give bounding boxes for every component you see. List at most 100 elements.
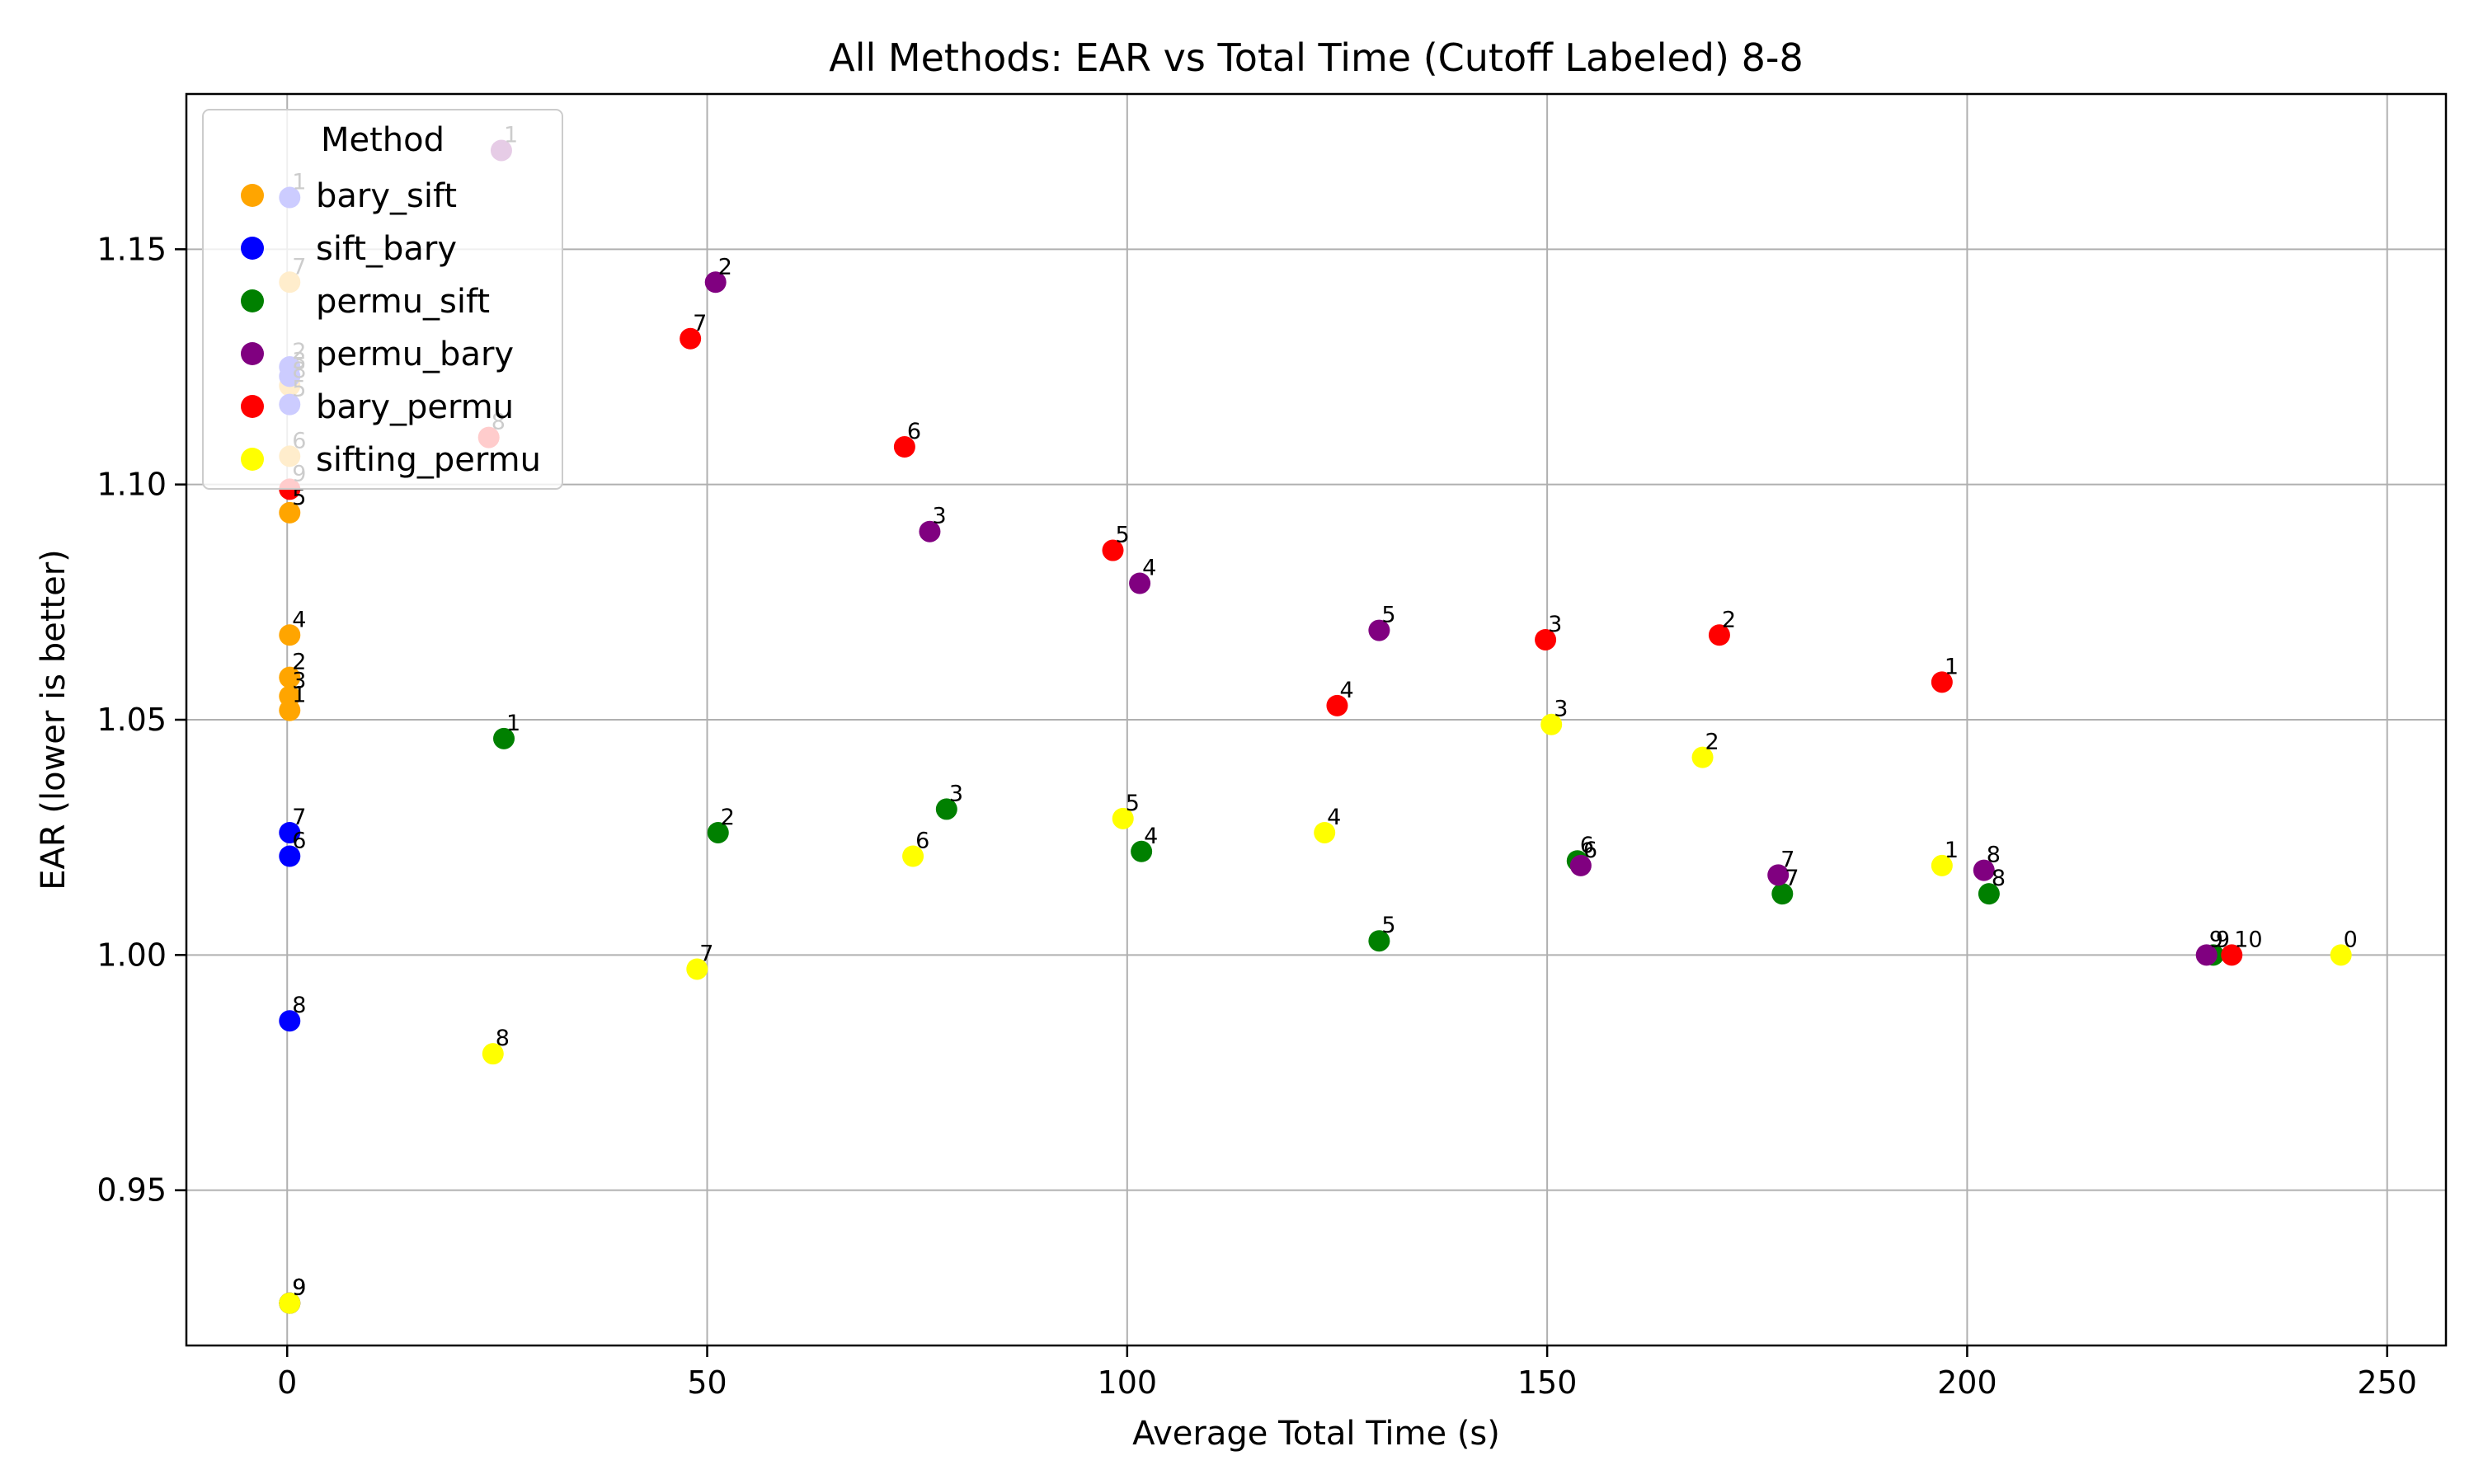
bary-permu-point bbox=[2221, 944, 2243, 966]
sifting-permu-point bbox=[686, 958, 708, 980]
legend-label-sifting-permu: sifting_permu bbox=[316, 441, 541, 479]
permu-bary-point bbox=[919, 520, 941, 542]
permu-bary-point bbox=[1973, 859, 1995, 881]
sifting-permu-point-label: 3 bbox=[1554, 697, 1568, 722]
permu-bary-point-label: 6 bbox=[1583, 838, 1597, 863]
sifting-permu-point-label: 8 bbox=[496, 1026, 510, 1051]
permu-sift-point bbox=[1131, 840, 1153, 862]
permu-bary-point-label: 5 bbox=[1381, 603, 1395, 628]
bary-permu-point bbox=[1708, 624, 1730, 646]
permu-sift-point-label: 2 bbox=[721, 805, 735, 830]
bary-permu-point bbox=[1102, 539, 1124, 561]
legend-label-permu-sift: permu_sift bbox=[316, 283, 490, 321]
permu-bary-point bbox=[2195, 944, 2218, 966]
permu-bary-point bbox=[704, 271, 727, 294]
sifting-permu-point bbox=[902, 845, 924, 867]
bary-sift-point bbox=[279, 685, 301, 707]
sifting-permu-point-label: 7 bbox=[699, 941, 713, 966]
bary-sift-point bbox=[279, 666, 301, 688]
sift-bary-point-label: 9 bbox=[292, 1275, 306, 1301]
bary-permu-point-label: 1 bbox=[1945, 654, 1959, 679]
permu-sift-point bbox=[1978, 883, 2000, 905]
x-axis-ticks: 0 50 100 150 200 250 bbox=[277, 1345, 2417, 1401]
sifting-permu-point bbox=[1314, 821, 1336, 843]
y-tick-label: 1.10 bbox=[96, 467, 167, 503]
sift-bary-point bbox=[279, 845, 301, 867]
permu-sift-point bbox=[707, 821, 729, 843]
permu-sift-point-label: 8 bbox=[1992, 866, 2006, 891]
legend-box bbox=[202, 109, 563, 490]
x-axis-label: Average Total Time (s) bbox=[1132, 1415, 1500, 1453]
permu-bary-point bbox=[1129, 572, 1151, 594]
sifting-permu-point bbox=[1691, 746, 1714, 768]
sift-bary-point bbox=[279, 821, 301, 843]
legend-marker-sift-bary bbox=[241, 237, 264, 260]
permu-bary-point-label: 3 bbox=[932, 504, 946, 529]
bary-sift-point-label: 5 bbox=[292, 485, 306, 510]
legend-label-permu-bary: permu_bary bbox=[316, 336, 514, 373]
bary-permu-point-label: 3 bbox=[1548, 612, 1562, 637]
x-tick-label: 250 bbox=[2357, 1364, 2417, 1401]
grid bbox=[186, 94, 2446, 1345]
sifting-permu-point bbox=[2330, 944, 2352, 966]
permu-sift-point-label: 3 bbox=[949, 781, 963, 806]
sifting-permu-point bbox=[1540, 713, 1563, 735]
bary-permu-point bbox=[893, 436, 915, 458]
permu-sift-point bbox=[493, 727, 515, 749]
bary-sift-point-label: 1 bbox=[292, 683, 306, 708]
permu-bary-point-label: 2 bbox=[718, 254, 732, 279]
bary-permu-point-label: 6 bbox=[907, 419, 921, 444]
bary-permu-point bbox=[1326, 694, 1348, 716]
sifting-permu-point bbox=[1112, 807, 1134, 829]
x-tick-label: 50 bbox=[687, 1364, 727, 1401]
permu-sift-point-label: 9 bbox=[2216, 927, 2230, 952]
bary-permu-point bbox=[680, 327, 702, 350]
bary-sift-point-label: 3 bbox=[292, 668, 306, 693]
permu-sift-point-label: 4 bbox=[1144, 824, 1158, 849]
bary-permu-point bbox=[1931, 671, 1953, 693]
sifting-permu-point bbox=[482, 1043, 504, 1065]
permu-bary-point-label: 7 bbox=[1780, 847, 1794, 872]
y-tick-label: 1.00 bbox=[96, 937, 167, 973]
legend-marker-permu-sift bbox=[241, 289, 264, 312]
x-tick-label: 200 bbox=[1937, 1364, 1997, 1401]
permu-bary-point bbox=[1767, 864, 1790, 886]
permu-sift-point-label: 1 bbox=[506, 711, 520, 736]
permu-sift-point bbox=[1368, 930, 1390, 952]
bary-permu-point-label: 5 bbox=[1116, 523, 1130, 548]
sifting-permu-point-label: 2 bbox=[1705, 730, 1719, 755]
sifting-permu-point-label: 9 bbox=[292, 1275, 306, 1301]
bary-sift-point-label: 9 bbox=[292, 1275, 306, 1301]
permu-bary-point bbox=[1368, 619, 1390, 641]
bary-sift-point bbox=[279, 624, 301, 646]
permu-sift-point-label: 7 bbox=[1785, 866, 1799, 891]
sifting-permu-point-label: 0 bbox=[2344, 927, 2358, 952]
bary-permu-point-label: 7 bbox=[693, 311, 707, 336]
legend-marker-bary-sift bbox=[241, 184, 264, 207]
permu-bary-point-label: 9 bbox=[2209, 927, 2223, 952]
y-tick-label: 1.15 bbox=[96, 231, 167, 267]
y-axis-label: EAR (lower is better) bbox=[35, 549, 73, 890]
y-tick-label: 1.05 bbox=[96, 702, 167, 738]
x-tick-label: 150 bbox=[1517, 1364, 1578, 1401]
permu-bary-point-label: 8 bbox=[1987, 843, 2001, 868]
bary-sift-point bbox=[279, 501, 301, 524]
legend: Method bary_sift sift_bary permu_siftpermu… bbox=[202, 109, 563, 490]
sift-bary-point bbox=[279, 1010, 301, 1032]
sift-bary-point-label: 7 bbox=[292, 805, 306, 830]
x-tick-label: 0 bbox=[277, 1364, 297, 1401]
bary-permu-point bbox=[1535, 628, 1557, 650]
y-axis-ticks: 0.95 1.00 1.05 1.10 1.15 bbox=[96, 231, 186, 1209]
sifting-permu-point bbox=[279, 1292, 301, 1314]
legend-label-bary-permu: bary_permu bbox=[316, 388, 514, 426]
permu-bary-point bbox=[1569, 854, 1592, 876]
permu-sift-point-label: 5 bbox=[1381, 913, 1395, 938]
permu-sift-point bbox=[1771, 883, 1794, 905]
legend-marker-bary-permu bbox=[241, 395, 264, 418]
legend-title: Method bbox=[321, 121, 444, 159]
bary-permu-point-label: 10 bbox=[2234, 927, 2262, 952]
legend-label-bary-sift: bary_sift bbox=[316, 177, 457, 215]
x-tick-label: 100 bbox=[1098, 1364, 1158, 1401]
